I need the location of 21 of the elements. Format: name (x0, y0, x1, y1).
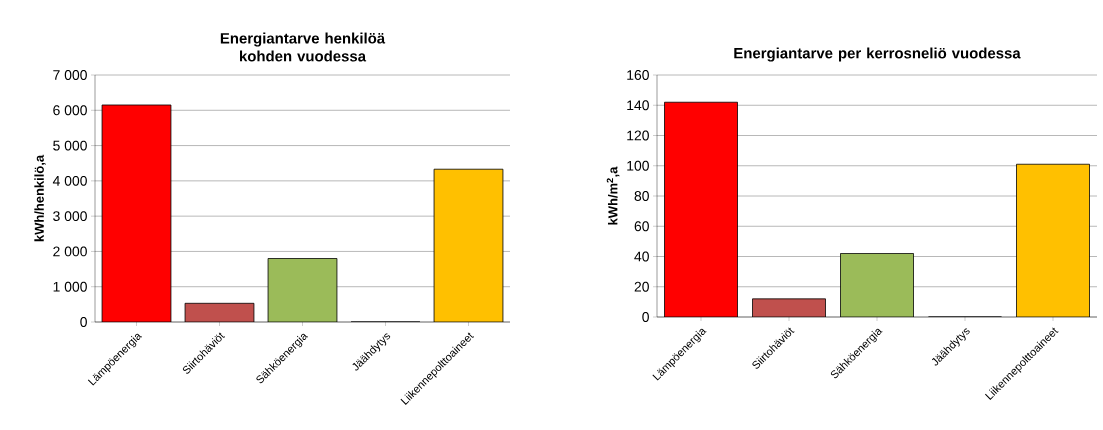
y-axis-title: kWh/m$^{2}$,a (606, 166, 620, 225)
y-tick-label: 2 000 (53, 246, 87, 257)
y-tick-label: 20 (634, 281, 649, 292)
y-tick-label: 60 (634, 221, 649, 232)
y-tick-label: 0 (80, 317, 87, 327)
y-tick-label: 100 (627, 160, 649, 171)
y-tick-label: 5 000 (53, 140, 87, 151)
y-tick-label: 4 000 (52, 175, 87, 186)
chart-title: Energiantarve per kerrosneliö vuodessa (734, 47, 1021, 62)
y-tick-label: 1 000 (53, 281, 87, 292)
y-tick-label: 140 (627, 100, 649, 111)
chart-title: Energiantarve henkilöä kohden vuodessa (220, 32, 386, 62)
y-tick-label: 0 (642, 312, 649, 322)
y-tick-label: 160 (627, 70, 649, 80)
y-tick-label: 6 000 (53, 105, 87, 116)
y-tick-label: 80 (634, 191, 649, 201)
y-tick-label: 7 000 (53, 70, 87, 80)
y-axis-title: kWh/henkilö,a (34, 154, 46, 242)
y-tick-label: 120 (627, 130, 649, 141)
y-tick-label: 40 (634, 251, 649, 262)
y-tick-label: 3 000 (53, 211, 87, 222)
